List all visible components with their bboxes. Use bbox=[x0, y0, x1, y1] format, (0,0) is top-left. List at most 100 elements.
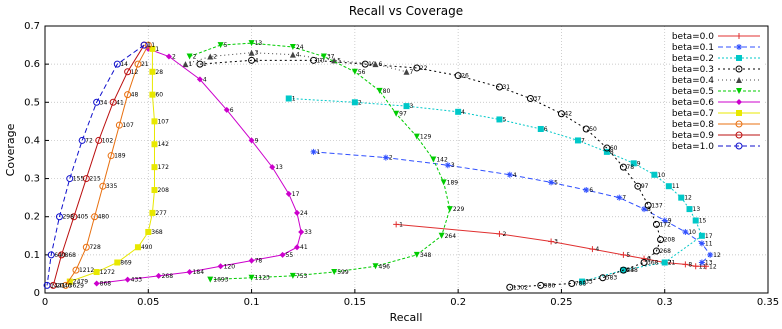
data-label: 1 bbox=[147, 42, 151, 49]
series-beta-0-6: 1246913172433415578120184268433868 bbox=[93, 45, 312, 287]
data-point bbox=[665, 183, 672, 190]
data-label: 24 bbox=[300, 210, 308, 217]
data-point bbox=[455, 108, 462, 115]
data-label: 102 bbox=[102, 137, 114, 144]
chart-title: Recall vs Coverage bbox=[349, 4, 463, 18]
data-label: 17 bbox=[705, 233, 713, 240]
data-label: 7 bbox=[410, 69, 414, 76]
data-point bbox=[269, 164, 276, 171]
data-label: 13 bbox=[255, 40, 263, 47]
data-label: 640 bbox=[54, 252, 66, 259]
data-point bbox=[217, 263, 224, 270]
legend-marker bbox=[735, 142, 743, 150]
data-label: 2479 bbox=[73, 279, 88, 286]
data-label: 172 bbox=[157, 164, 169, 171]
data-label: 480 bbox=[98, 214, 110, 221]
legend-marker bbox=[735, 131, 743, 139]
data-point bbox=[320, 53, 327, 60]
legend-marker bbox=[736, 99, 742, 105]
data-label: 4 bbox=[203, 76, 207, 83]
series-line bbox=[396, 223, 707, 267]
data-label: 1123 bbox=[255, 275, 270, 282]
y-tick-label: 0.4 bbox=[24, 135, 40, 146]
series-beta-0-9: 1 12 41 102 215 405 868 2046 bbox=[49, 41, 151, 289]
data-point bbox=[91, 213, 99, 221]
x-tick-label: 0.35 bbox=[757, 297, 779, 308]
data-label: 2 bbox=[193, 54, 197, 61]
data-label: 137 bbox=[651, 202, 663, 209]
data-point bbox=[285, 95, 292, 102]
data-point bbox=[692, 263, 699, 270]
data-label: 1 bbox=[147, 42, 151, 49]
data-point bbox=[644, 201, 652, 209]
data-point bbox=[145, 228, 152, 235]
data-point bbox=[310, 148, 317, 155]
data-point bbox=[682, 261, 689, 268]
legend-label: beta=0.6 bbox=[672, 98, 714, 108]
data-point bbox=[652, 220, 660, 228]
data-label: 753 bbox=[296, 273, 308, 280]
data-point bbox=[495, 83, 503, 91]
data-label: 6 bbox=[544, 126, 548, 133]
data-point bbox=[557, 110, 565, 118]
data-label: 2 bbox=[358, 99, 362, 106]
data-label: 868 bbox=[65, 252, 77, 259]
data-label: 12 bbox=[684, 195, 692, 202]
data-label: 9 bbox=[637, 160, 641, 167]
data-point bbox=[574, 137, 581, 144]
data-point bbox=[620, 251, 627, 258]
data-point bbox=[151, 164, 158, 171]
data-point bbox=[196, 76, 203, 83]
x-tick-label: 0.05 bbox=[137, 297, 159, 308]
data-point bbox=[351, 99, 358, 106]
legend-label: beta=0.3 bbox=[672, 65, 714, 75]
data-point bbox=[114, 259, 121, 266]
data-label: 33 bbox=[585, 279, 593, 286]
data-label: 2 bbox=[213, 54, 217, 61]
series-beta-0-5: 25 13243756809712914218922926434849659975… bbox=[186, 40, 465, 284]
data-label: 14 bbox=[120, 61, 128, 68]
data-label: 583 bbox=[606, 275, 618, 282]
data-label: 142 bbox=[157, 141, 169, 148]
data-label: 56 bbox=[358, 69, 366, 76]
data-point bbox=[393, 110, 400, 117]
data-point bbox=[207, 53, 214, 60]
data-label: 78 bbox=[255, 258, 263, 265]
data-label: 107 bbox=[122, 122, 134, 129]
data-label: 6 bbox=[589, 187, 593, 194]
series-line bbox=[189, 42, 451, 281]
data-label: 37 bbox=[533, 95, 541, 102]
data-point bbox=[151, 187, 158, 194]
data-point bbox=[393, 221, 400, 228]
data-label: 34 bbox=[100, 99, 108, 106]
data-point bbox=[289, 51, 296, 58]
y-tick-label: 0.1 bbox=[24, 250, 40, 261]
data-label: 1693 bbox=[213, 277, 228, 284]
legend-label: beta=0.0 bbox=[672, 32, 714, 42]
data-point bbox=[124, 68, 132, 76]
y-tick-label: 0.5 bbox=[24, 97, 40, 108]
data-point bbox=[438, 232, 445, 239]
data-point bbox=[619, 266, 627, 274]
data-label: 1 bbox=[188, 61, 192, 68]
data-point bbox=[165, 53, 172, 60]
legend-marker bbox=[736, 77, 742, 83]
data-label: 172 bbox=[659, 221, 671, 228]
data-point bbox=[70, 213, 78, 221]
data-label: 26 bbox=[461, 73, 469, 80]
data-point bbox=[698, 259, 705, 266]
data-point bbox=[124, 91, 132, 99]
data-point bbox=[82, 175, 90, 183]
data-label: 10 bbox=[657, 172, 665, 179]
data-label: 264 bbox=[445, 233, 457, 240]
data-point bbox=[413, 133, 420, 140]
data-label: 142 bbox=[436, 157, 448, 164]
data-point bbox=[686, 206, 693, 213]
data-point bbox=[372, 61, 379, 68]
data-point bbox=[589, 246, 596, 253]
data-point bbox=[186, 53, 193, 60]
data-point bbox=[630, 160, 637, 167]
